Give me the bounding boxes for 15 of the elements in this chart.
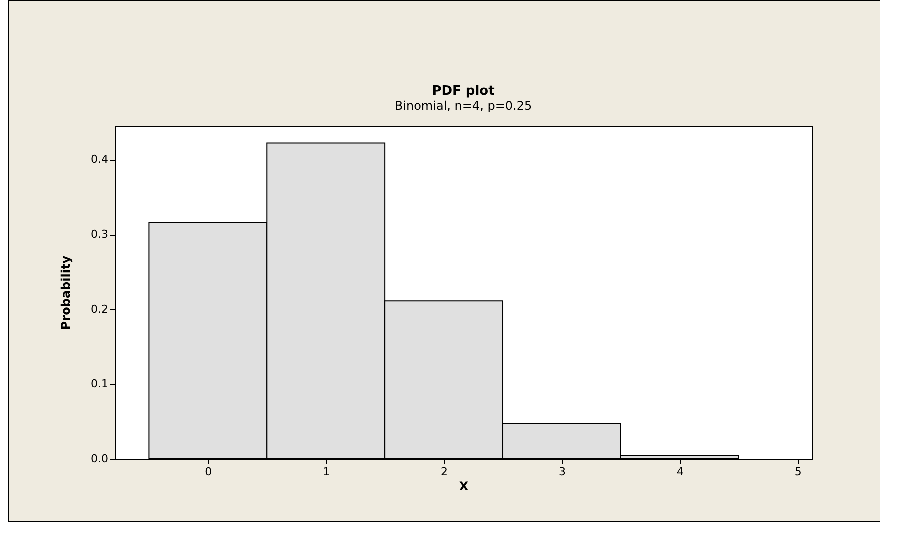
x-axis-title: X	[459, 480, 470, 494]
x-tick-label: 5	[794, 466, 802, 478]
y-tick-label: 0.3	[91, 228, 108, 242]
y-tick-label: 0.2	[91, 302, 108, 316]
x-tick-label: 3	[558, 466, 566, 478]
x-tick-label: 2	[441, 466, 448, 478]
y-tick-label: 0.4	[91, 153, 108, 166]
x-tick-label: 0	[205, 466, 212, 478]
chart-subtitle: Binomial, n=4, p=0.25	[394, 99, 532, 113]
y-tick-label: 0.1	[91, 378, 108, 391]
x-tick-label: 1	[323, 466, 330, 478]
y-tick-label: 0.0	[91, 452, 108, 466]
chart-title: PDF plot	[432, 84, 495, 99]
y-axis-title: Probability	[59, 256, 74, 330]
x-tick-label: 4	[676, 466, 684, 478]
